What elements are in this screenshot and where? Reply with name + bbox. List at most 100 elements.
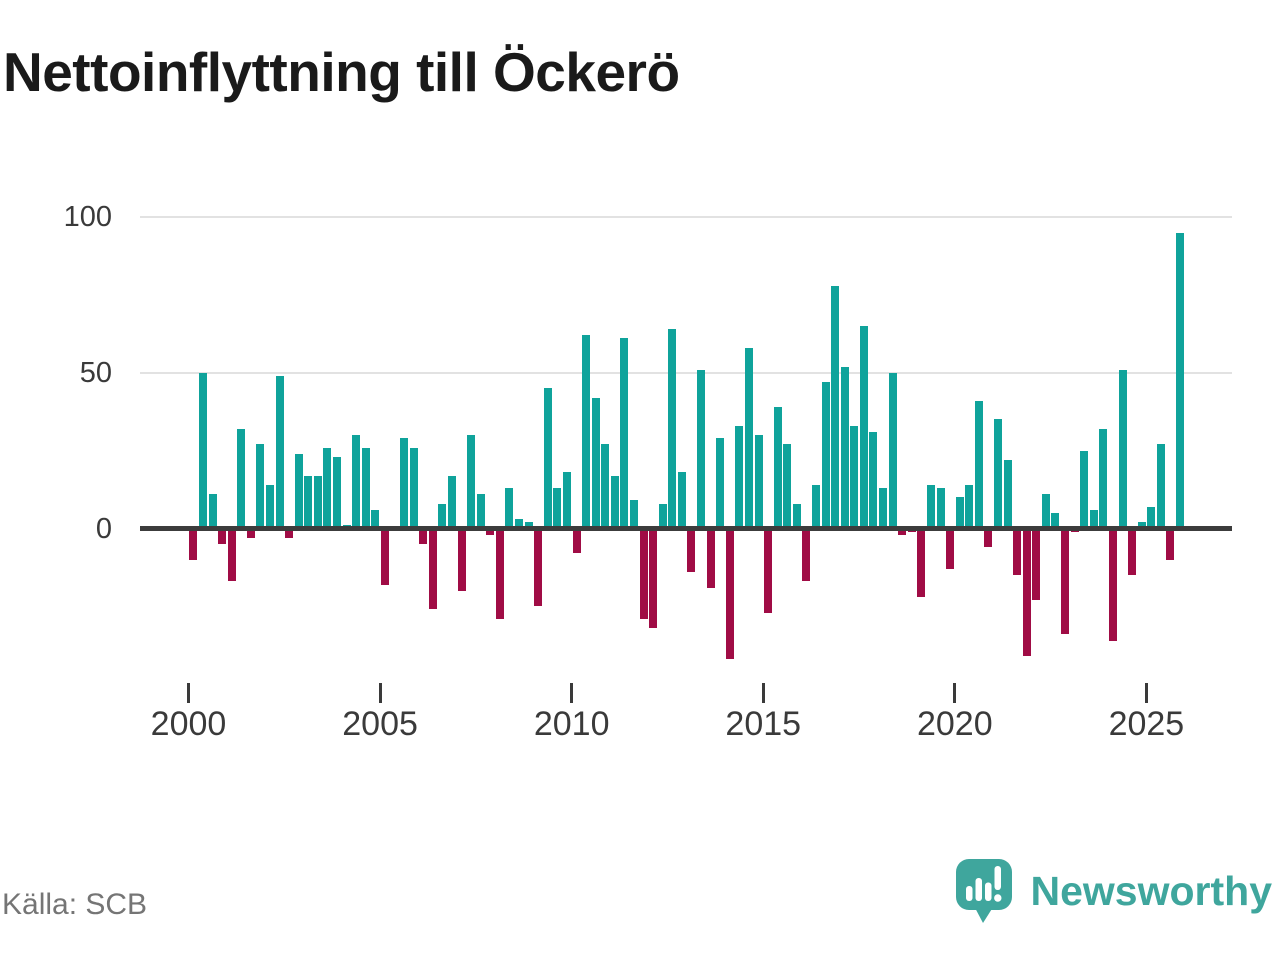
bar-2014-q2 xyxy=(735,425,744,529)
bar-2005-q4 xyxy=(409,447,418,529)
bar-2019-q2 xyxy=(926,484,935,529)
bar-2021-q3 xyxy=(1013,528,1022,576)
y-tick-label-0: 0 xyxy=(95,512,112,545)
bar-2016-q1 xyxy=(802,528,811,582)
bar-2013-q2 xyxy=(697,369,706,529)
bar-2009-q2 xyxy=(543,388,552,529)
bar-2024-q3 xyxy=(1128,528,1137,576)
bar-2021-q2 xyxy=(1003,459,1012,529)
bar-2022-q4 xyxy=(1061,528,1070,635)
bar-2016-q2 xyxy=(811,484,820,529)
bar-2006-q2 xyxy=(428,528,437,610)
y-tick-label-100: 100 xyxy=(63,201,112,233)
bar-2015-q3 xyxy=(783,444,792,529)
x-tick-label-2020: 2020 xyxy=(916,705,993,743)
bar-2020-q2 xyxy=(965,484,974,529)
x-tick-2015 xyxy=(761,683,765,703)
bar-2022-q1 xyxy=(1032,528,1041,601)
bar-2017-q4 xyxy=(869,431,878,529)
bar-2012-q3 xyxy=(668,329,677,529)
bar-2002-q1 xyxy=(265,484,274,529)
bar-2025-q1 xyxy=(1147,506,1156,529)
bar-2002-q4 xyxy=(294,453,303,529)
bar-2005-q1 xyxy=(380,528,389,585)
bar-2013-q3 xyxy=(706,528,715,588)
bar-2016-q3 xyxy=(821,382,830,529)
x-tick-label-2010: 2010 xyxy=(533,705,610,743)
bar-2017-q3 xyxy=(859,326,868,529)
bar-2017-q2 xyxy=(850,425,859,529)
bar-2024-q2 xyxy=(1118,369,1127,529)
bar-2004-q3 xyxy=(361,447,370,529)
bar-2024-q1 xyxy=(1108,528,1117,641)
bar-2022-q3 xyxy=(1051,512,1060,529)
x-tick-label-2005: 2005 xyxy=(342,705,418,743)
bar-2020-q1 xyxy=(955,497,964,529)
bar-2003-q4 xyxy=(333,456,342,529)
bar-2008-q2 xyxy=(505,488,514,529)
bar-2023-q3 xyxy=(1089,509,1098,529)
bar-2015-q2 xyxy=(773,407,782,529)
bar-2020-q3 xyxy=(974,400,983,529)
bar-2005-q3 xyxy=(400,438,409,529)
bar-2010-q4 xyxy=(601,444,610,529)
bar-2008-q1 xyxy=(495,528,504,619)
bar-2019-q4 xyxy=(946,528,955,569)
chart-title: Nettoinflyttning till Öckerö xyxy=(3,41,680,103)
bar-2001-q4 xyxy=(256,444,265,529)
gridline-100 xyxy=(140,216,1232,218)
x-tick-2005 xyxy=(378,683,382,703)
bar-2015-q1 xyxy=(764,528,773,613)
bar-2009-q4 xyxy=(562,472,571,529)
source-label: Källa: SCB xyxy=(2,888,148,921)
bar-2007-q4 xyxy=(486,528,495,535)
x-tick-label-2000: 2000 xyxy=(150,705,227,743)
x-tick-2020 xyxy=(953,683,957,703)
x-tick-label-2015: 2015 xyxy=(725,705,802,743)
bar-2000-q4 xyxy=(218,528,227,545)
bar-2004-q4 xyxy=(371,509,380,529)
zero-axis-line xyxy=(140,526,1232,531)
bar-2007-q2 xyxy=(467,435,476,529)
x-tick-2010 xyxy=(570,683,574,703)
bar-2001-q1 xyxy=(227,528,236,582)
bar-2016-q4 xyxy=(831,285,840,529)
bar-2009-q3 xyxy=(553,488,562,529)
bar-2023-q4 xyxy=(1099,428,1108,529)
bar-2018-q1 xyxy=(879,488,888,529)
bar-2013-q1 xyxy=(687,528,696,573)
bar-2006-q4 xyxy=(447,475,456,529)
bar-2002-q3 xyxy=(285,528,294,538)
bar-2006-q3 xyxy=(438,503,447,529)
newsworthy-logo: Newsworthy xyxy=(955,858,1273,924)
bar-2021-q4 xyxy=(1022,528,1031,657)
bar-2019-q3 xyxy=(936,488,945,529)
newsworthy-logo-text: Newsworthy xyxy=(1030,867,1273,914)
bar-2022-q2 xyxy=(1041,494,1050,529)
bar-2001-q2 xyxy=(237,428,246,529)
x-tick-label-2025: 2025 xyxy=(1108,705,1185,743)
bar-2011-q1 xyxy=(610,475,619,529)
bar-2018-q3 xyxy=(898,528,907,535)
bar-2006-q1 xyxy=(419,528,428,545)
bar-2008-q3 xyxy=(515,519,524,529)
bar-2000-q2 xyxy=(198,372,207,529)
bar-2011-q4 xyxy=(639,528,648,619)
bar-2021-q1 xyxy=(993,419,1002,529)
bar-2001-q3 xyxy=(246,528,255,538)
bar-2000-q1 xyxy=(189,528,198,560)
bar-2000-q3 xyxy=(208,494,217,529)
bar-2004-q2 xyxy=(352,435,361,529)
bar-2014-q3 xyxy=(744,347,753,529)
bar-2012-q1 xyxy=(649,528,658,629)
bar-2008-q4 xyxy=(524,522,533,529)
x-tick-2000 xyxy=(187,683,190,703)
bar-2011-q3 xyxy=(629,500,638,529)
bar-2014-q4 xyxy=(754,435,763,529)
bar-2020-q4 xyxy=(984,528,993,548)
bar-2007-q3 xyxy=(476,494,485,529)
bar-2010-q1 xyxy=(572,528,581,554)
bar-2017-q1 xyxy=(840,366,849,529)
bar-2011-q2 xyxy=(620,338,629,529)
